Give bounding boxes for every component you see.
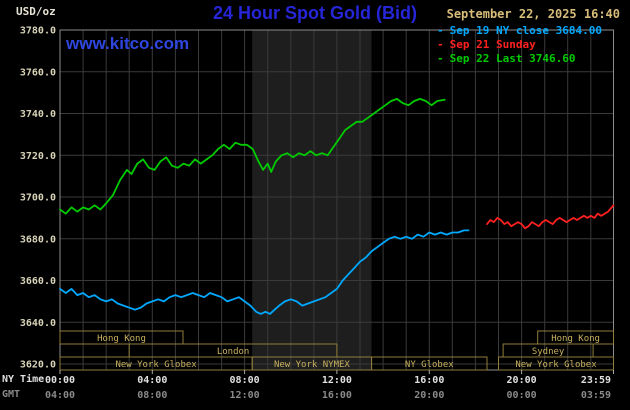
price-line-sep19 (59, 229, 470, 315)
y-tick-label: 3620.0 (20, 360, 56, 371)
y-tick-label: 3680.0 (20, 234, 56, 245)
nymex-session-band (252, 30, 372, 370)
y-tick-label: 3660.0 (20, 276, 56, 287)
session-label: New York NYMEX (274, 360, 350, 370)
x-tick-label-nytime: 12:00 (322, 375, 352, 386)
x-axis-nytime-label: NY Time (2, 374, 45, 385)
x-tick-label-nytime: 08:00 (230, 375, 260, 386)
price-line-sep21 (486, 204, 615, 230)
x-tick-label-nytime: 23:59 (581, 375, 611, 386)
legend-label: Sep 21 Sunday (449, 38, 536, 51)
chart-title: 24 Hour Spot Gold (Bid) (213, 3, 417, 23)
price-line-sep22 (59, 98, 446, 215)
legend-dash-icon: - (437, 24, 444, 37)
session-box (498, 356, 614, 371)
datetime-label: September 22, 2025 16:40 (446, 7, 620, 21)
y-tick-label: 3780.0 (20, 26, 56, 37)
session-label: Sydney (532, 347, 565, 357)
kitco-link[interactable]: www.kitco.com (66, 34, 190, 53)
x-tick-label-nytime: 16:00 (414, 375, 444, 386)
x-tick-label-nytime: 00:00 (45, 375, 75, 386)
session-box (59, 330, 184, 345)
y-tick-label: 3740.0 (20, 109, 56, 120)
y-tick-label: 3720.0 (20, 151, 56, 162)
session-label: London (217, 347, 250, 357)
legend-item-sep19: - Sep 19 NY close 3684.00 (437, 24, 602, 38)
session-label: NY Globex (405, 360, 454, 370)
x-tick-label-gmt: 20:00 (414, 390, 444, 401)
y-tick-label: 3760.0 (20, 67, 56, 78)
y-tick-label: 3700.0 (20, 193, 56, 204)
x-tick-label-gmt: 08:00 (137, 390, 167, 401)
legend-item-sep22: - Sep 22 Last 3746.60 (437, 52, 602, 66)
x-tick-label-gmt: 04:00 (45, 390, 75, 401)
session-label: Hong Kong (97, 334, 146, 344)
legend-item-sep21: - Sep 21 Sunday (437, 38, 602, 52)
session-label: New York Globex (515, 360, 597, 370)
y-tick-label: 3640.0 (20, 318, 56, 329)
legend-label: Sep 22 Last 3746.60 (449, 52, 576, 65)
x-tick-label-nytime: 20:00 (507, 375, 537, 386)
x-tick-label-gmt: 03:59 (581, 390, 611, 401)
x-axis-gmt-label: GMT (2, 389, 21, 400)
session-label: New York Globex (115, 360, 197, 370)
x-tick-label-gmt: 16:00 (322, 390, 352, 401)
legend-label: Sep 19 NY close 3684.00 (449, 24, 602, 37)
session-label: Hong Kong (551, 334, 600, 344)
y-axis-units-label: USD/oz (16, 5, 56, 18)
x-tick-label-nytime: 04:00 (137, 375, 167, 386)
x-tick-label-gmt: 00:00 (507, 390, 537, 401)
x-tick-label-gmt: 12:00 (230, 390, 260, 401)
legend: - Sep 19 NY close 3684.00 - Sep 21 Sunday … (437, 24, 602, 66)
legend-dash-icon: - (437, 52, 444, 65)
legend-dash-icon: - (437, 38, 444, 51)
